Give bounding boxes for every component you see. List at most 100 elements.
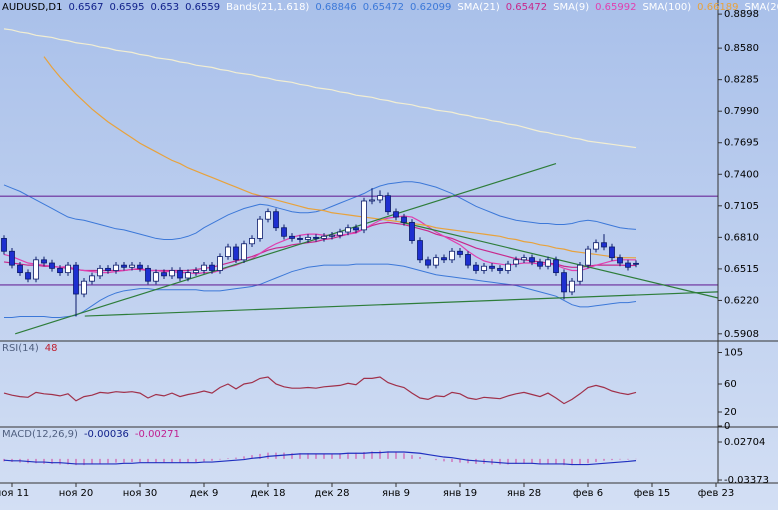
trend-line	[15, 163, 557, 335]
x-tick-label: фев 15	[634, 488, 671, 499]
candle-body	[361, 200, 367, 231]
x-tick-label: фев 23	[698, 488, 735, 499]
candle-body	[609, 246, 615, 259]
header-text: SMA(21)	[457, 2, 499, 13]
x-tick-label: ноя 20	[59, 488, 94, 499]
candle-body	[209, 264, 215, 271]
x-tick-label: ноя 30	[123, 488, 158, 499]
axes: ноя 11 ноя 20 ноя 30 дек 9 дек 18 дек 28 янв 9…	[0, 0, 778, 499]
header-text: 0.65472	[363, 2, 404, 13]
candle-body	[585, 248, 591, 266]
macd-panel	[3, 450, 637, 466]
candle-body	[97, 267, 103, 277]
panel-value: -0.00036	[84, 429, 129, 440]
header-text: 0.66189	[697, 2, 738, 13]
main-panel	[0, 28, 718, 335]
candle-body	[353, 227, 359, 231]
candle-body	[57, 267, 63, 274]
candle-body	[537, 261, 543, 267]
y-tick-label: 0.8285	[724, 75, 759, 86]
sma-line	[3, 215, 637, 275]
x-tick-label: дек 28	[314, 488, 349, 499]
candle-body	[41, 259, 47, 264]
y-tick-label: 20	[724, 407, 737, 418]
x-tick-label: ноя 11	[0, 488, 29, 499]
header-text: 0.65472	[506, 2, 547, 13]
candle-body	[393, 211, 399, 218]
x-tick-label: янв 28	[507, 488, 541, 499]
candle-body	[441, 257, 447, 261]
y-tick-label: 0.7990	[724, 106, 759, 117]
candle-body	[505, 263, 511, 271]
candle-body	[25, 272, 31, 280]
candle-body	[457, 250, 463, 255]
y-tick-label: 0	[724, 421, 730, 432]
panel-value: -0.00271	[135, 429, 180, 440]
x-tick-label: янв 19	[443, 488, 477, 499]
candle-body	[129, 264, 135, 268]
x-tick-label: дек 18	[250, 488, 285, 499]
header-text: SMA(9)	[553, 2, 589, 13]
candle-body	[449, 250, 455, 261]
candle-body	[49, 262, 55, 269]
header-text: AUDUSD,D1	[2, 2, 62, 13]
candle-body	[281, 227, 287, 237]
candle-body	[185, 272, 191, 279]
header-text: SMA(20	[745, 2, 778, 13]
candle-body	[153, 272, 159, 282]
candle-body	[145, 267, 151, 282]
candle-body	[17, 264, 23, 274]
header-text: 0.6559	[185, 2, 220, 13]
candle-body	[513, 259, 519, 265]
y-tick-label: 0.6515	[724, 264, 759, 275]
candle-body	[65, 264, 71, 274]
y-tick-label: 0.7695	[724, 138, 759, 149]
candle-body	[577, 264, 583, 282]
candle-body	[409, 221, 415, 241]
candle-body	[569, 280, 575, 293]
candle-body	[433, 257, 439, 266]
candle-body	[257, 218, 263, 239]
candle-body	[193, 270, 199, 274]
candle-body	[521, 257, 527, 261]
candle-body	[121, 264, 127, 268]
y-tick-label: 0.02704	[724, 437, 765, 448]
candle-body	[305, 236, 311, 240]
y-tick-label: 0.6810	[724, 232, 759, 243]
candle-body	[561, 272, 567, 293]
candle-body	[345, 227, 351, 233]
candle-body	[169, 270, 175, 277]
x-tick-label: дек 9	[190, 488, 219, 499]
rsi-line	[3, 376, 637, 405]
candle-body	[113, 264, 119, 271]
header-text: 0.65992	[595, 2, 636, 13]
candle-body	[105, 267, 111, 271]
candle-body	[33, 259, 39, 280]
candle-body	[265, 211, 271, 220]
y-tick-label: 105	[724, 348, 743, 359]
y-tick-label: 0.6220	[724, 295, 759, 306]
y-tick-label: 60	[724, 379, 737, 390]
candle-body	[329, 234, 335, 237]
candle-body	[297, 238, 303, 240]
candle-body	[529, 257, 535, 263]
candle-body	[9, 250, 15, 266]
candle-body	[225, 246, 231, 258]
candle-body	[625, 262, 631, 268]
candle-body	[401, 216, 407, 223]
header-text: SMA(100)	[642, 2, 691, 13]
y-tick-label: 0.5908	[724, 329, 759, 340]
header-text: 0.6567	[68, 2, 103, 13]
candle-body	[489, 265, 495, 269]
header-text: 0.68846	[315, 2, 356, 13]
candle-body	[473, 264, 479, 271]
panel-title: MACD(12,26,9)	[2, 429, 78, 440]
candle-body	[601, 242, 607, 248]
signal-line	[3, 451, 637, 466]
y-tick-label: 0.7105	[724, 201, 759, 212]
candle-body	[497, 267, 503, 271]
candle-body	[481, 265, 487, 271]
panel-value: 48	[45, 343, 58, 354]
